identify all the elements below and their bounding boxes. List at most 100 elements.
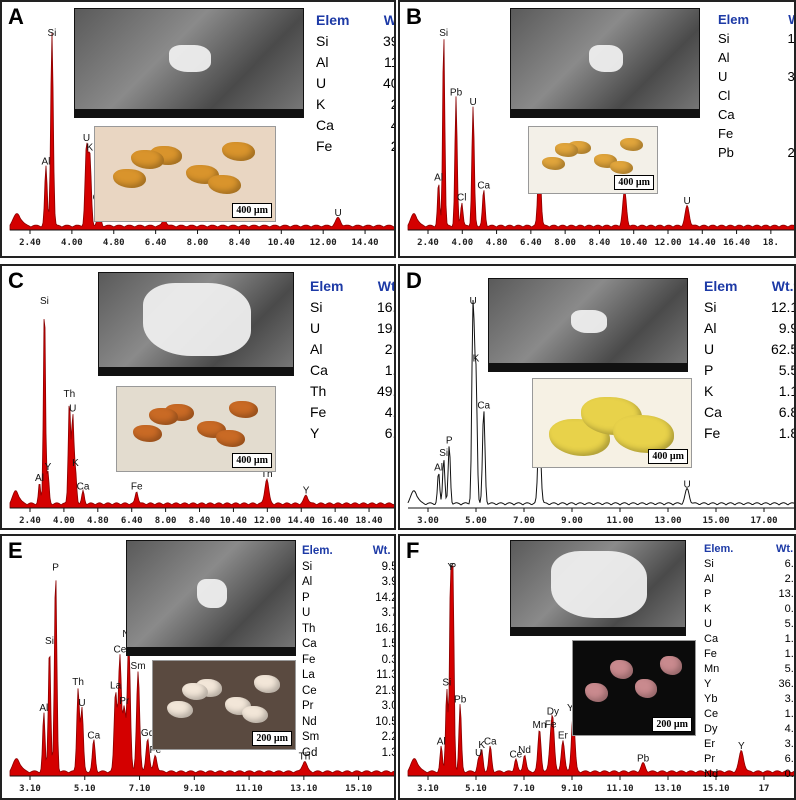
x-tick-label: 5.10 xyxy=(465,784,487,794)
sem-image xyxy=(74,8,304,118)
sem-image xyxy=(488,278,688,372)
panel-letter: D xyxy=(406,268,422,293)
element-symbol: Si xyxy=(310,299,323,315)
optical-photo: 400 µm xyxy=(528,126,658,194)
table-row: P 14.24 xyxy=(302,591,394,607)
weight-percent: 0.65 xyxy=(784,603,794,615)
table-row: Nd 0.55 xyxy=(704,767,794,782)
x-tick-label: 8.00 xyxy=(187,238,209,248)
peak-label: Pr xyxy=(119,696,130,707)
peak-label: Ca xyxy=(477,400,490,411)
peak-label: Ca xyxy=(484,737,497,748)
weight-percent: 1.10 xyxy=(778,383,794,399)
element-symbol: K xyxy=(316,96,326,112)
x-tick-label: 10.40 xyxy=(268,238,295,248)
composition-table: ElemWt.%Si39.64Al11.16U40.22K2.27Ca4.67F… xyxy=(316,10,394,157)
mineral-grain xyxy=(222,142,256,162)
peak-label: U xyxy=(684,196,691,207)
x-tick-label: 7.10 xyxy=(513,784,535,794)
panel-a: 2.40 4.00 4.80 6.40 8.00 8.40 10.40 12.00 14.40 S… xyxy=(0,0,396,258)
header-wt: Wt.% xyxy=(377,278,396,294)
peak-label: Th xyxy=(261,469,273,480)
mineral-grain xyxy=(542,156,566,171)
optical-photo: 200 µm xyxy=(572,640,696,736)
peak-label: P xyxy=(52,562,59,573)
weight-percent: 1.82 xyxy=(784,708,794,720)
weight-percent: 10.57 xyxy=(375,715,394,728)
peak-label: Dy xyxy=(547,706,559,717)
spectrum-area xyxy=(9,580,394,777)
weight-percent: 17.23 xyxy=(787,31,795,46)
table-row: Sm 2.26 xyxy=(302,730,394,746)
peak-label: Al xyxy=(39,703,48,714)
element-symbol: Gd xyxy=(302,746,318,759)
x-tick-label: 13.00 xyxy=(654,516,681,526)
element-symbol: Th xyxy=(302,622,316,635)
element-symbol: Er xyxy=(704,738,715,750)
scale-bar-label: 400 µm xyxy=(232,203,272,218)
element-symbol: Fe xyxy=(302,653,316,666)
optical-photo: 400 µm xyxy=(532,378,692,468)
element-symbol: Sm xyxy=(302,731,320,743)
peak-label: K xyxy=(473,354,480,365)
weight-percent: 9.50 xyxy=(381,560,394,573)
weight-percent: 1.65 xyxy=(764,105,794,124)
peak-label: U xyxy=(469,97,476,108)
table-row: Al 9.95 xyxy=(704,318,794,339)
mineral-grain xyxy=(167,700,194,719)
table-row: Si 39.64 xyxy=(316,31,394,52)
element-symbol: Si xyxy=(704,558,714,570)
peak-label: Pb xyxy=(450,87,463,98)
peak-label: Th xyxy=(299,751,311,762)
weight-percent: 5.56 xyxy=(778,362,794,378)
table-row: Fe 4.99 xyxy=(310,402,396,423)
weight-percent: 2.04 xyxy=(362,136,394,157)
composition-table: ElemWt.%Si17.23Al3.72U39.43Cl0.73Ca1.65F… xyxy=(718,10,795,162)
peak-label: Er xyxy=(558,730,569,741)
x-tick-label: 17 xyxy=(759,784,770,794)
x-tick-label: 8.00 xyxy=(554,238,576,248)
element-symbol: Ca xyxy=(316,117,334,133)
peak-label: Fe xyxy=(131,481,143,492)
sem-grain xyxy=(196,578,228,608)
panel-letter: A xyxy=(8,4,24,29)
sem-grain xyxy=(550,550,648,618)
panel-b: 2.40 4.00 4.80 6.40 8.00 8.40 10.40 12.00 14.40 1… xyxy=(398,0,796,258)
peak-label: Ca xyxy=(77,481,90,492)
composition-table: Elem Wt.% Si 12.15 Al 9.95 U 62.54 P 5.56 K 1.10 Ca 6… xyxy=(704,276,794,444)
weight-percent: 39.43 xyxy=(787,69,795,84)
peak-label: U xyxy=(334,208,341,219)
peak-label: Si xyxy=(40,296,49,307)
weight-percent: 5.66 xyxy=(784,618,794,630)
element-symbol: Ca xyxy=(302,638,317,650)
x-tick-label: 8.40 xyxy=(589,238,611,248)
x-tick-label: 2.40 xyxy=(19,516,41,526)
mineral-grain xyxy=(113,169,146,189)
table-row: Ce 1.82 xyxy=(704,707,794,722)
element-symbol: Yb xyxy=(704,693,718,705)
spectrum-plot: 2.40 4.00 4.80 6.40 8.00 8.40 10.40 12.00 14.40 S… xyxy=(9,28,394,248)
panel-c: 2.40 4.00 4.80 6.40 8.00 8.40 10.40 12.00 14.40 1… xyxy=(0,264,396,530)
element-symbol: Ce xyxy=(704,708,719,720)
table-row: Ca 1.57 xyxy=(302,637,394,653)
table-row: U 5.66 xyxy=(704,617,794,632)
x-tick-label: 18.40 xyxy=(356,516,383,526)
weight-percent: 6.76 xyxy=(784,753,794,765)
weight-percent: 5.43 xyxy=(784,663,794,675)
sem-info-bar xyxy=(511,627,685,635)
element-symbol: U xyxy=(704,618,712,630)
spectrum-plot: 3.10 5.10 7.10 9.10 11.10 13.10 15.10 17AlSiYPP… xyxy=(407,562,794,794)
weight-percent: 11.38 xyxy=(376,669,394,681)
peak-label: Fe xyxy=(545,720,557,731)
peak-label: P xyxy=(446,436,453,447)
weight-percent: 4.99 xyxy=(384,404,396,420)
header-elem: Elem xyxy=(704,278,738,294)
panel-d: 3.00 5.00 7.00 9.00 11.00 13.00 15.00 17.00 Al Si… xyxy=(398,264,796,530)
table-row: U 39.43 xyxy=(718,67,795,86)
table-row: Si 16.22 xyxy=(310,297,394,318)
table-row: Er 3.02 xyxy=(704,737,794,752)
table-header: Elem Wt.% xyxy=(718,10,794,29)
peak-label: U xyxy=(684,479,691,490)
spectrum-plot: 3.00 5.00 7.00 9.00 11.00 13.00 15.00 17.00 Al Si… xyxy=(407,296,794,526)
peak-label: Ce xyxy=(509,749,522,760)
